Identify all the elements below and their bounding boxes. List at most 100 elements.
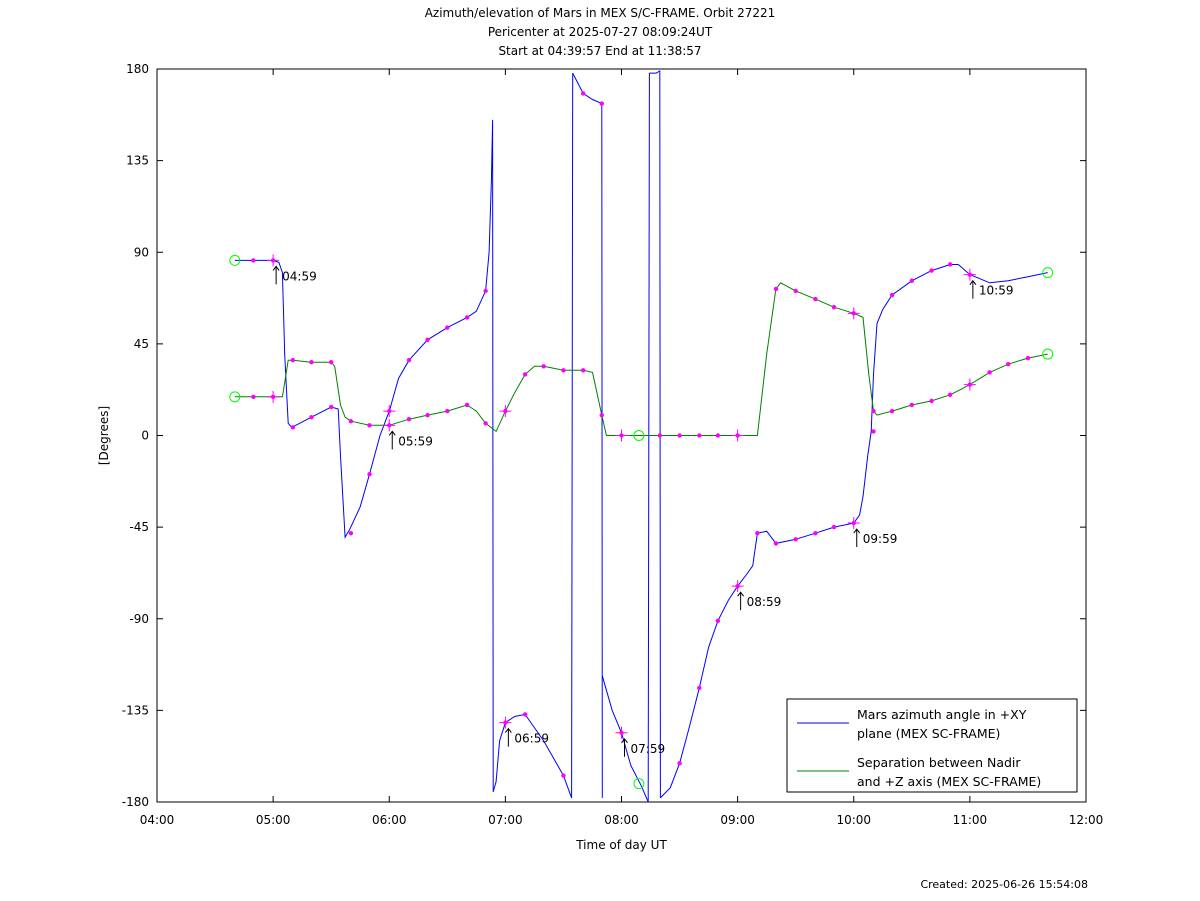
data-marker bbox=[425, 337, 430, 343]
data-marker bbox=[483, 288, 488, 294]
data-marker bbox=[309, 414, 314, 420]
data-marker bbox=[599, 412, 604, 418]
legend-entry-text: Mars azimuth angle in +XY bbox=[857, 707, 1027, 722]
annotation-arrow bbox=[388, 430, 396, 450]
data-marker bbox=[483, 421, 488, 426]
data-marker bbox=[251, 258, 256, 263]
data-marker bbox=[1025, 355, 1031, 361]
data-marker bbox=[947, 392, 953, 397]
hour-cross-marker bbox=[731, 580, 744, 593]
data-marker bbox=[773, 286, 779, 292]
data-marker bbox=[871, 429, 876, 434]
y-axis-label: [Degrees] bbox=[97, 406, 111, 465]
data-marker bbox=[328, 404, 334, 410]
data-marker bbox=[522, 372, 528, 377]
chart-subtitle-timerange: Start at 04:39:57 End at 11:38:57 bbox=[498, 44, 702, 58]
data-marker bbox=[290, 357, 296, 363]
x-tick-label: 09:00 bbox=[720, 813, 755, 827]
x-tick-label: 10:00 bbox=[836, 813, 871, 827]
data-marker bbox=[309, 360, 314, 365]
annotation-label: 09:59 bbox=[863, 532, 898, 546]
annotation-label: 06:59 bbox=[514, 732, 549, 746]
data-marker bbox=[290, 425, 296, 430]
data-marker bbox=[929, 398, 934, 404]
hour-cross-marker bbox=[731, 429, 744, 442]
data-marker bbox=[929, 268, 934, 273]
plot-data bbox=[229, 70, 1054, 802]
data-marker bbox=[445, 408, 450, 414]
hour-cross-marker bbox=[383, 405, 396, 418]
y-tick-label: 180 bbox=[126, 62, 149, 76]
hour-cross-marker bbox=[615, 429, 628, 442]
data-marker bbox=[657, 433, 663, 438]
data-marker bbox=[793, 288, 798, 294]
x-tick-label: 05:00 bbox=[256, 813, 291, 827]
y-tick-label: -180 bbox=[122, 795, 149, 809]
y-tick-label: 135 bbox=[126, 154, 149, 168]
y-tick-label: 0 bbox=[141, 429, 149, 443]
series-0-line-4 bbox=[601, 675, 649, 802]
data-marker bbox=[1005, 362, 1011, 367]
y-tick-label: -135 bbox=[122, 703, 149, 717]
y-tick-label: -90 bbox=[129, 612, 149, 626]
data-marker bbox=[831, 305, 837, 310]
annotation-label: 08:59 bbox=[747, 595, 782, 609]
annotation-arrow bbox=[504, 727, 512, 747]
x-tick-label: 12:00 bbox=[1069, 813, 1104, 827]
endpoint-circle bbox=[229, 391, 241, 403]
data-marker bbox=[773, 541, 779, 546]
data-marker bbox=[755, 531, 760, 536]
hour-cross-marker bbox=[267, 390, 280, 403]
hour-cross-marker bbox=[499, 716, 512, 729]
hour-cross-marker bbox=[847, 307, 860, 320]
y-tick-label: 45 bbox=[134, 337, 149, 351]
data-marker bbox=[251, 394, 256, 400]
data-marker bbox=[406, 417, 412, 422]
annotation-arrow bbox=[853, 528, 861, 548]
data-marker bbox=[677, 433, 682, 438]
data-marker bbox=[348, 531, 354, 536]
endpoint-circle bbox=[633, 430, 645, 441]
legend-entry-text: and +Z axis (MEX SC-FRAME) bbox=[857, 774, 1041, 789]
data-marker bbox=[813, 531, 818, 536]
annotation-label: 07:59 bbox=[631, 742, 666, 756]
annotation-label: 04:59 bbox=[282, 269, 317, 283]
x-tick-label: 08:00 bbox=[604, 813, 639, 827]
data-marker bbox=[367, 471, 372, 477]
data-marker bbox=[987, 370, 992, 375]
endpoint-circle bbox=[633, 778, 645, 790]
x-tick-label: 11:00 bbox=[953, 813, 988, 827]
hour-cross-marker bbox=[963, 378, 976, 391]
x-tick-label: 04:00 bbox=[140, 813, 175, 827]
data-marker bbox=[793, 537, 798, 542]
hour-cross-marker bbox=[615, 726, 628, 739]
data-marker bbox=[561, 773, 566, 778]
hour-cross-marker bbox=[383, 419, 396, 432]
hour-cross-marker bbox=[847, 517, 860, 530]
chart-title: Azimuth/elevation of Mars in MEX S/C-FRA… bbox=[424, 6, 776, 20]
data-marker bbox=[813, 296, 818, 302]
x-axis-label: Time of day UT bbox=[575, 838, 667, 852]
annotation-arrow bbox=[272, 265, 280, 285]
annotation-arrow bbox=[969, 279, 977, 299]
data-marker bbox=[697, 685, 702, 691]
data-marker bbox=[328, 360, 334, 365]
data-marker bbox=[715, 433, 721, 438]
endpoint-circle bbox=[229, 254, 241, 266]
data-marker bbox=[464, 402, 470, 408]
data-marker bbox=[348, 419, 354, 424]
series-0-line-2 bbox=[571, 73, 574, 798]
chart-subtitle-pericenter: Pericenter at 2025-07-27 08:09:24UT bbox=[487, 25, 713, 39]
annotation-label: 05:59 bbox=[398, 434, 433, 448]
data-marker bbox=[889, 408, 895, 414]
legend-box bbox=[786, 698, 1078, 793]
data-marker bbox=[445, 325, 450, 330]
hour-cross-marker bbox=[499, 405, 512, 418]
hour-cross-marker bbox=[267, 254, 280, 267]
series-0-line-1 bbox=[492, 713, 573, 799]
y-tick-label: -45 bbox=[129, 520, 149, 534]
data-marker bbox=[599, 101, 604, 106]
series-0-line-5 bbox=[647, 73, 650, 802]
data-marker bbox=[541, 364, 546, 369]
